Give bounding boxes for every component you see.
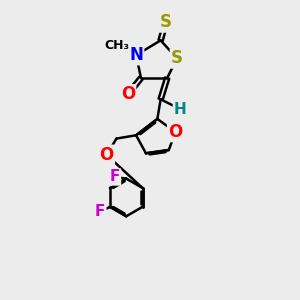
Text: O: O bbox=[168, 123, 182, 141]
Text: N: N bbox=[129, 46, 143, 64]
Text: O: O bbox=[100, 146, 114, 164]
Text: S: S bbox=[160, 14, 172, 32]
Text: F: F bbox=[95, 204, 105, 219]
Text: H: H bbox=[174, 102, 187, 117]
Text: S: S bbox=[171, 50, 183, 68]
Text: CH₃: CH₃ bbox=[104, 39, 129, 52]
Text: F: F bbox=[110, 169, 120, 184]
Text: O: O bbox=[121, 85, 135, 103]
